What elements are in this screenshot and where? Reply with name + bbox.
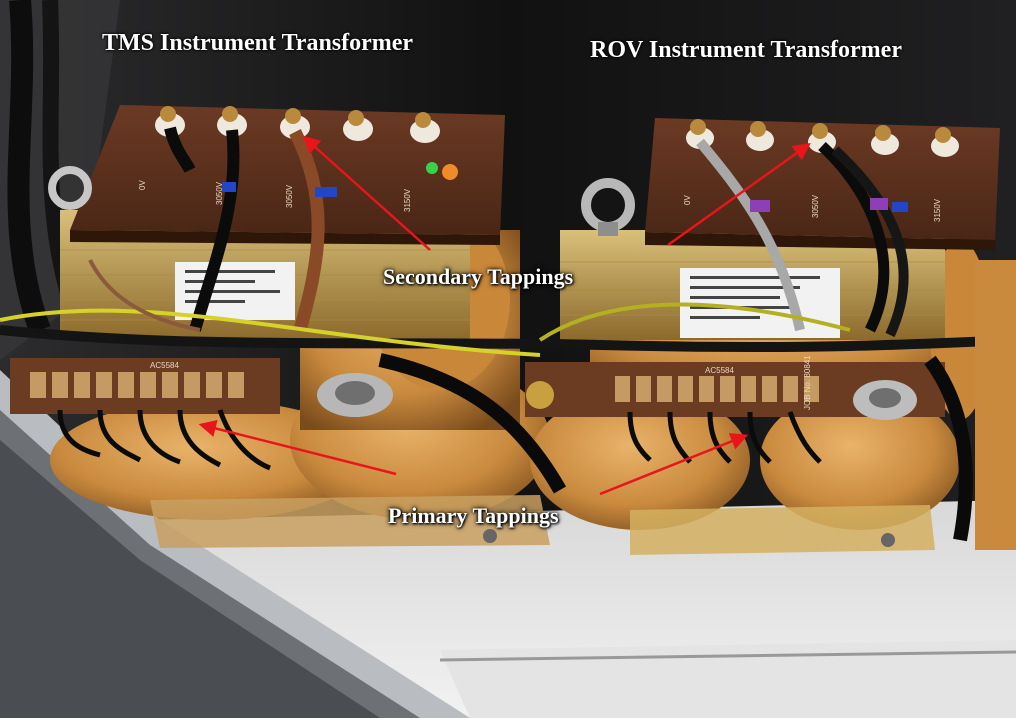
secondary-arrow-tms <box>302 135 431 251</box>
rov-job-number: JOB No. 80841 <box>803 355 812 410</box>
rov-marking-3150v: 3150V <box>933 198 942 222</box>
tms-board-code: AC5584 <box>150 361 179 370</box>
rov-marking-0v: 0V <box>683 195 692 205</box>
tms-transformer-label: TMS Instrument Transformer <box>102 30 414 56</box>
rov-board-code: AC5584 <box>705 366 734 375</box>
tms-marking-3050v-a: 3050V <box>215 181 224 205</box>
rov-transformer-label: ROV Instrument Transformer <box>590 37 902 63</box>
tms-marking-0v: 0V <box>138 180 147 190</box>
primary-arrow-rov <box>599 433 749 496</box>
secondary-tappings-label: Secondary Tappings <box>383 264 574 289</box>
secondary-arrow-rov <box>667 142 811 247</box>
primary-arrow-tms <box>198 419 397 476</box>
tms-marking-3050v-b: 3050V <box>285 184 294 208</box>
primary-tappings-label: Primary Tappings <box>388 503 559 528</box>
rov-marking-3050v: 3050V <box>811 194 820 218</box>
tms-marking-3150v: 3150V <box>403 188 412 212</box>
